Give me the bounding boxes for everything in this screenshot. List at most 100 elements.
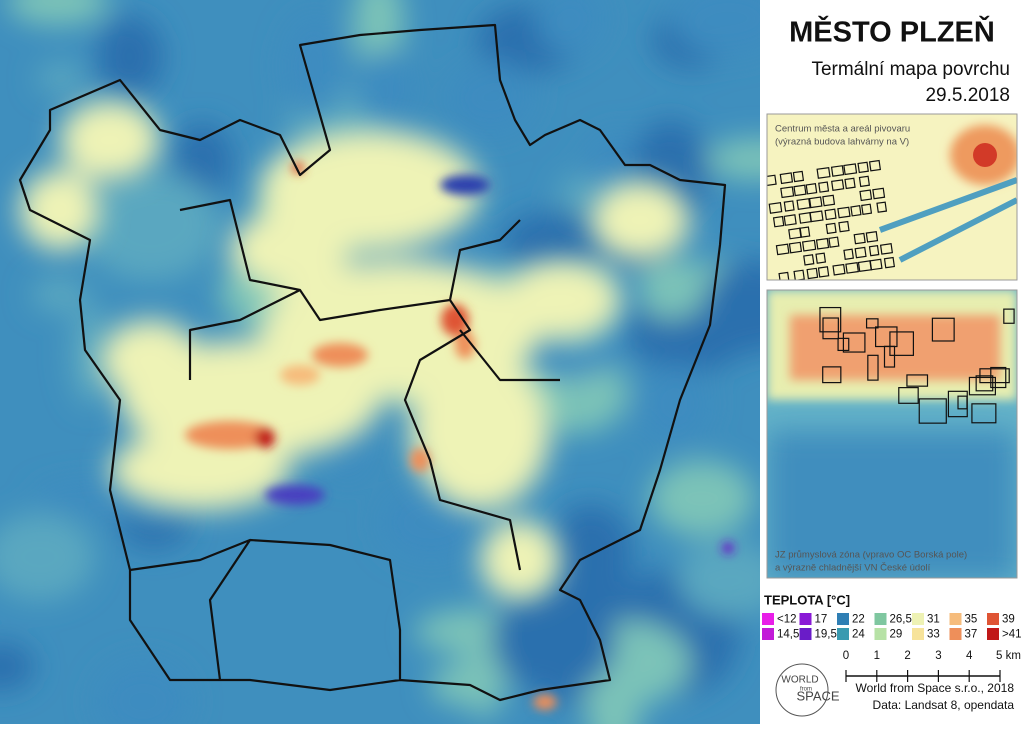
texture [502,210,615,275]
legend-label: 19,5 [815,629,837,641]
building [806,267,819,280]
texture [95,15,164,98]
building [832,263,846,276]
texture [6,0,109,26]
cold-spot [440,175,490,195]
texture [445,60,536,136]
building [778,271,790,280]
building [865,231,879,243]
inset-river [878,177,1017,263]
building [854,246,867,259]
scale-label: 0 [843,650,849,662]
building [859,189,873,202]
inset-caption: a výrazně chladnější VN České údolí [775,563,931,574]
legend-label: 33 [927,629,940,641]
texture [549,503,633,603]
building [822,317,839,340]
building [838,220,850,233]
building [853,232,866,245]
building [889,331,915,356]
texture [535,0,606,56]
building [898,387,919,404]
legend-swatch [987,628,999,640]
scale-label: 5 km [996,650,1021,662]
district-boundaries [18,23,727,702]
legend-label: >41 [1002,629,1022,641]
building [801,239,817,252]
building [843,248,854,260]
legend-swatch [837,628,849,640]
warm-area [500,260,620,340]
scale-bar-labels: 0 1 2 3 4 5 km [843,650,1021,682]
logo-text: from [800,687,812,693]
texture [491,585,617,695]
building [779,172,794,185]
building [808,196,823,209]
building [831,179,845,191]
credit: World from Space s.r.o., 2018 [855,681,1014,695]
legend-swatch [949,613,962,625]
legend-label: <12 [777,614,797,626]
legend-swatch [837,613,849,625]
legend-label: 14,5 [777,629,799,641]
map-date: 29.5.2018 [925,85,1010,106]
legend-swatch [949,628,962,640]
logo-circle [775,663,829,717]
building [979,368,1010,384]
hot-spot [255,428,275,448]
warm-area [110,430,290,510]
texture [638,257,703,320]
building [819,306,842,333]
building [869,258,883,271]
building [837,206,851,219]
inset-buildings [767,159,896,280]
legend-label: 22 [852,614,865,626]
texture [649,460,754,537]
building [793,184,807,197]
building [805,183,818,195]
building [867,354,879,381]
building [876,201,888,213]
building [796,198,811,210]
building [975,375,994,392]
legend-swatch [799,613,812,625]
inset-buildings [819,306,1015,424]
map-subtitle: Termální mapa povrchu [811,59,1010,80]
building [816,166,831,179]
legend-label: 35 [965,614,978,626]
building [822,366,842,384]
texture [705,138,760,181]
inset-caption: Centrum města a areál pivovaru [775,124,910,135]
building [879,243,894,255]
building [865,318,879,329]
building [1003,308,1015,324]
scale-label: 4 [966,650,973,662]
legend-swatch [799,628,812,640]
building [842,332,866,353]
hot-spot [441,304,469,336]
legend-label: 37 [965,629,978,641]
legend-label: 39 [1002,614,1015,626]
building [874,326,898,348]
map-title: MĚSTO PLZEŇ [789,15,995,49]
warm-area [480,520,560,600]
building [815,252,827,264]
building [843,163,858,176]
texture [31,276,87,313]
thermal-map [0,0,760,724]
building [828,236,840,248]
inset-hot-core [973,143,997,167]
building [858,175,871,188]
legend-swatch [912,613,924,625]
building [780,186,795,199]
texture [0,513,95,601]
building [792,170,805,183]
texture [282,14,346,119]
legend-swatch [874,628,887,640]
inset-center [767,114,1017,280]
building [968,376,996,396]
building [883,256,896,269]
building [799,226,811,238]
